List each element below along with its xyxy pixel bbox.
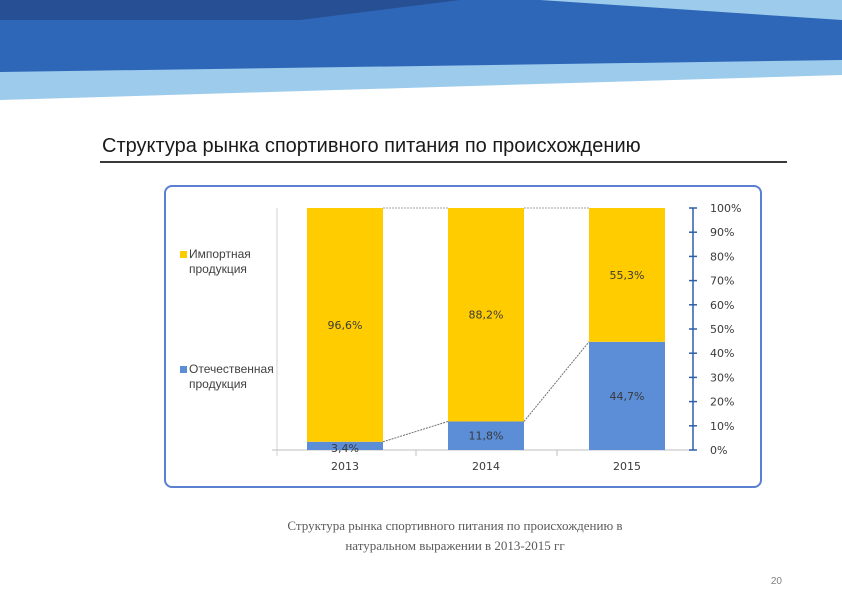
data-label-domestic-2014: 11,8% (469, 430, 504, 443)
header-banner (0, 0, 842, 100)
data-label-domestic-2015: 44,7% (610, 390, 645, 403)
y-tick-label-9: 90% (710, 226, 734, 239)
bar-imported-2014 (448, 208, 524, 422)
y-tick-label-2: 20% (710, 396, 734, 409)
legend-item-domestic: Отечественная продукция (180, 362, 309, 392)
legend-swatch-imported (180, 251, 187, 258)
y-tick-label-0: 0% (710, 444, 727, 457)
data-label-imported-2013: 96,6% (328, 319, 363, 332)
legend-label-imported: Импортная продукция (189, 247, 251, 276)
y-tick-label-6: 60% (710, 299, 734, 312)
x-tick-label-2013: 2013 (331, 460, 359, 473)
legend-label-domestic: Отечественная продукция (189, 362, 274, 391)
y-tick-label-5: 50% (710, 323, 734, 336)
legend-swatch-domestic (180, 366, 187, 373)
y-tick-label-3: 30% (710, 371, 734, 384)
data-label-imported-2014: 88,2% (469, 309, 504, 322)
bar-domestic-2015 (589, 341, 665, 450)
y-tick-label-7: 70% (710, 275, 734, 288)
page-number: 20 (770, 576, 782, 587)
legend-item-imported: Импортная продукция (180, 247, 309, 277)
data-label-domestic-2013: 3,4% (331, 442, 359, 455)
banner-shadow-band (0, 0, 460, 20)
slide-title: Структура рынка спортивного питания по п… (102, 135, 641, 157)
x-tick-label-2015: 2015 (613, 460, 641, 473)
bar-domestic-2014 (448, 421, 524, 450)
bar-domestic-2013 (307, 441, 383, 450)
y-tick-label-10: 100% (710, 202, 741, 215)
series-line-domestic-0 (382, 420, 449, 443)
caption-line-1: Структура рынка спортивного питания по п… (287, 518, 623, 533)
title-rule (100, 161, 787, 163)
figure-caption: Структура рынка спортивного питания по п… (240, 516, 670, 556)
y-tick-label-4: 40% (710, 347, 734, 360)
y-tick-label-8: 80% (710, 250, 734, 263)
caption-line-2: натуральном выражении в 2013-2015 гг (345, 538, 565, 553)
x-tick-label-2014: 2014 (472, 460, 500, 473)
bar-imported-2015 (589, 208, 665, 342)
y-tick-label-1: 10% (710, 420, 734, 433)
bar-imported-2013 (307, 208, 383, 442)
series-line-domestic-1 (523, 341, 590, 422)
data-label-imported-2015: 55,3% (610, 269, 645, 282)
